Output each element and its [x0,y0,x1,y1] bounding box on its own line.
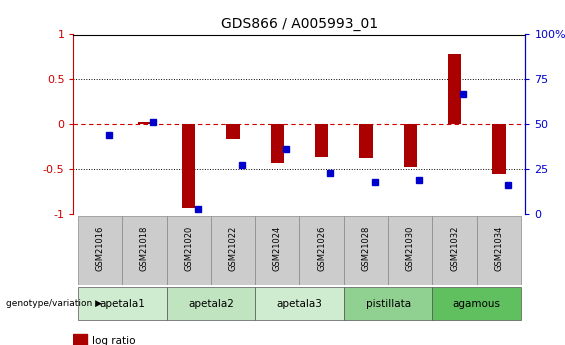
Bar [432,216,477,285]
Text: GSM21032: GSM21032 [450,226,459,272]
Bar [167,216,211,285]
Bar [403,124,417,167]
Bar [477,216,521,285]
Text: GSM21024: GSM21024 [273,226,282,272]
Text: GSM21034: GSM21034 [494,226,503,272]
Bar [227,124,240,139]
Text: GSM21018: GSM21018 [140,226,149,272]
Bar [271,124,284,163]
Text: pistillata: pistillata [366,299,411,308]
Text: apetala3: apetala3 [276,299,323,308]
Title: GDS866 / A005993_01: GDS866 / A005993_01 [221,17,378,31]
Bar [359,124,372,158]
Bar [73,335,87,345]
Text: genotype/variation ▶: genotype/variation ▶ [6,299,102,308]
Bar [122,216,167,285]
Bar [182,124,195,208]
Bar [432,287,521,320]
Bar [255,287,344,320]
Bar [211,216,255,285]
Text: apetala2: apetala2 [188,299,234,308]
Text: GSM21016: GSM21016 [95,226,105,272]
Bar [255,216,299,285]
Text: agamous: agamous [453,299,501,308]
Bar [448,54,461,124]
Bar [344,287,432,320]
Text: GSM21030: GSM21030 [406,226,415,272]
Text: apetala1: apetala1 [99,299,145,308]
Bar [388,216,432,285]
Text: GSM21028: GSM21028 [362,226,371,272]
Text: log ratio: log ratio [93,336,136,345]
Bar [492,124,506,174]
Text: GSM21026: GSM21026 [317,226,326,272]
Bar [315,124,328,157]
Text: GSM21022: GSM21022 [228,226,237,272]
Text: GSM21020: GSM21020 [184,226,193,272]
Bar [78,287,167,320]
Bar [167,287,255,320]
Bar [344,216,388,285]
Bar [299,216,344,285]
Bar [138,122,151,124]
Bar [78,216,122,285]
